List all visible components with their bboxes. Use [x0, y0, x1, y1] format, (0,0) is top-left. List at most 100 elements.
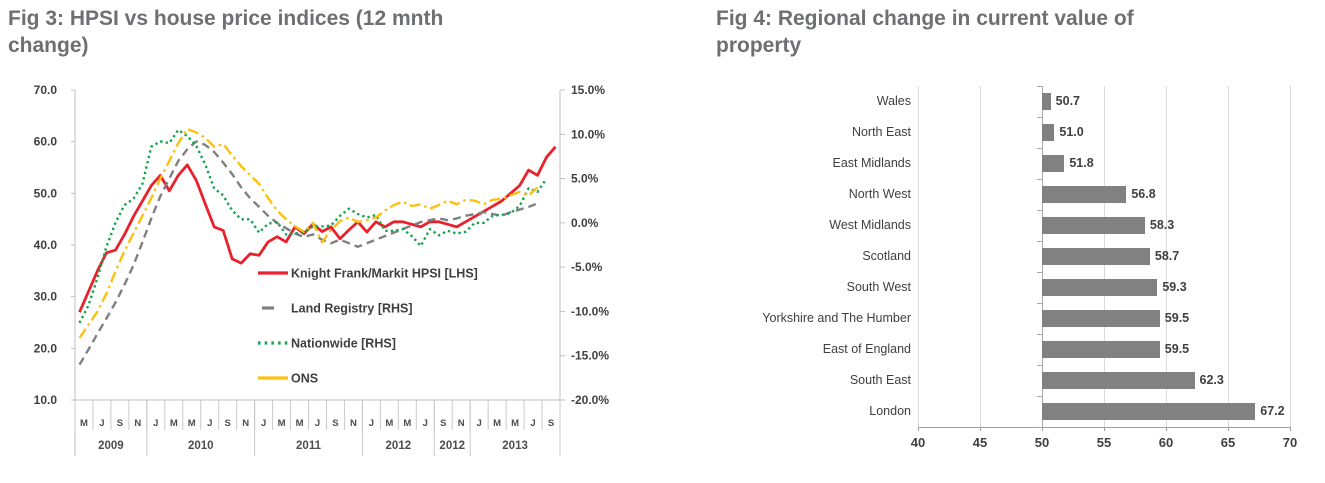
month-letter: J: [530, 418, 535, 429]
bar-value-label: 59.5: [1164, 311, 1190, 325]
bar: [1042, 310, 1160, 327]
bar-row: 51.8: [918, 148, 1290, 179]
x-tick-label: 70: [1282, 435, 1298, 450]
rhs-tick-label: -15.0%: [571, 349, 609, 363]
bar-value-label: 58.3: [1149, 218, 1175, 232]
bar: [1042, 93, 1051, 110]
month-letter: N: [242, 418, 249, 429]
category-axis-tick: [1037, 334, 1042, 335]
fig4-title-line1: Fig 4: Regional change in current value …: [716, 7, 1134, 30]
series-line-dotted: [78, 128, 548, 324]
fig3-title-line1: Fig 3: HPSI vs house price indices (12 m…: [8, 7, 444, 30]
fig4-panel: Fig 4: Regional change in current value …: [700, 0, 1325, 483]
category-axis-tick: [1037, 117, 1042, 118]
year-label: 2009: [98, 440, 124, 452]
lhs-tick-label: 40.0: [34, 238, 58, 252]
month-letter: M: [403, 418, 411, 429]
rhs-tick-label: 5.0%: [571, 172, 599, 186]
rhs-tick-label: -20.0%: [571, 393, 609, 407]
category-axis-tick: [1037, 148, 1042, 149]
month-letter: J: [153, 418, 158, 429]
rhs-tick-label: 10.0%: [571, 127, 605, 141]
fig4-value-axis: 40 45 50 55 60 65 70: [911, 428, 1297, 454]
x-tick-label: 65: [1220, 435, 1236, 450]
category-axis-tick: [1037, 303, 1042, 304]
rhs-tick-label: -5.0%: [571, 260, 603, 274]
month-letter: M: [493, 418, 501, 429]
gridline: [1166, 86, 1167, 427]
category-axis-tick: [1037, 427, 1042, 428]
series-line-dashed: [78, 140, 538, 366]
bar: [1042, 372, 1195, 389]
x-tick-label: 45: [972, 435, 988, 450]
month-letter: M: [296, 418, 304, 429]
bar-row: 62.3: [918, 365, 1290, 396]
month-letter: S: [332, 418, 338, 429]
month-letter: J: [423, 418, 428, 429]
bar: [1042, 248, 1150, 265]
month-letter: M: [511, 418, 519, 429]
category-axis-tick: [1037, 241, 1042, 242]
lhs-tick-label: 60.0: [34, 135, 58, 149]
x-tick-label: 60: [1158, 435, 1174, 450]
rhs-tick-label: 0.0%: [571, 216, 599, 230]
legend-label: ONS: [291, 372, 318, 386]
category-label: London: [869, 404, 911, 418]
bar-row: 67.2: [918, 396, 1290, 427]
bottom-tick: [1104, 427, 1105, 431]
bar: [1042, 341, 1160, 358]
lhs-tick-label: 70.0: [34, 83, 58, 97]
lhs-tick-label: 50.0: [34, 186, 58, 200]
x-tick-label: 50: [1034, 435, 1050, 450]
bar-value-label: 51.0: [1059, 125, 1084, 139]
bar-value-label: 56.8: [1131, 187, 1156, 201]
gridline: [1228, 86, 1229, 427]
gridline: [1290, 86, 1291, 427]
category-axis-tick: [1037, 272, 1042, 273]
lhs-tick-label: 10.0: [34, 393, 58, 407]
year-label: 2012: [439, 440, 465, 452]
fig3-title-line2: change): [8, 34, 89, 58]
month-letter: J: [99, 418, 104, 429]
year-label: 2013: [502, 440, 528, 452]
series-line-solid: [78, 145, 557, 313]
category-label: North East: [851, 125, 911, 139]
month-letter: M: [188, 418, 196, 429]
gridline: [918, 86, 919, 427]
bar-value-label: 50.7: [1055, 94, 1081, 108]
month-letter: J: [261, 418, 266, 429]
category-label: East Midlands: [832, 156, 911, 170]
fig4-category-axis: Wales North East East Midlands North West We…: [700, 86, 911, 454]
category-axis-tick: [1037, 179, 1042, 180]
x-tick-label: 40: [910, 435, 926, 450]
lhs-tick-label: 20.0: [34, 341, 58, 355]
month-letter: N: [350, 418, 357, 429]
month-letter: N: [458, 418, 465, 429]
category-label: West Midlands: [829, 218, 911, 232]
month-letter: S: [440, 418, 446, 429]
month-letter: S: [548, 418, 554, 429]
bar-row: 50.7: [918, 86, 1290, 117]
category-axis-tick: [1037, 396, 1042, 397]
year-label: 2012: [386, 440, 412, 452]
bar: [1042, 279, 1158, 296]
bar: [1042, 186, 1127, 203]
bar-row: 58.3: [918, 210, 1290, 241]
lhs-tick-label: 30.0: [34, 290, 58, 304]
rhs-tick-label: 15.0%: [571, 83, 605, 97]
fig4-title: Fig 4: Regional change in current value …: [716, 5, 1316, 60]
fig4-bar-chart: Wales North East East Midlands North West We…: [700, 86, 1297, 454]
month-letter: S: [117, 418, 123, 429]
category-axis-tick: [1037, 210, 1042, 211]
bar-row: 56.8: [918, 179, 1290, 210]
bar-value-label: 58.7: [1154, 249, 1180, 263]
fig4-plot-area: 50.7 51.0 51.8 56.8 58.3 58.7 59.3 59.5 59.5 62.3…: [918, 86, 1291, 431]
gridline: [980, 86, 981, 427]
bar-value-label: 59.5: [1164, 342, 1190, 356]
bar-value-label: 67.2: [1260, 404, 1285, 418]
bottom-tick: [980, 427, 981, 431]
bottom-tick: [1042, 427, 1043, 431]
month-letter: J: [369, 418, 374, 429]
fig4-title-line2: property: [716, 34, 802, 58]
category-label: Yorkshire and The Humber: [762, 311, 911, 325]
